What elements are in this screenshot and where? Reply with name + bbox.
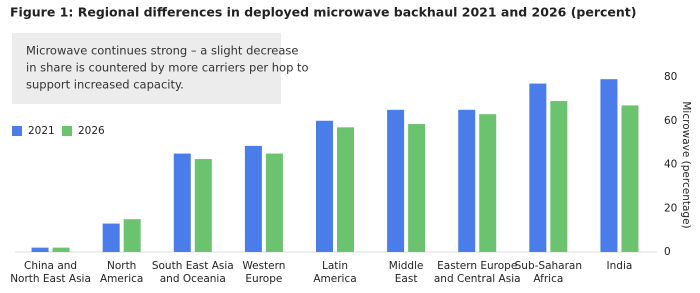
bar <box>173 153 191 252</box>
x-tick-label: India <box>607 260 633 272</box>
bar <box>265 153 283 252</box>
annotation-line: Microwave continues strong – a slight de… <box>26 44 298 58</box>
x-tick-label: North America <box>100 260 143 285</box>
bar <box>337 127 354 252</box>
bar <box>621 105 639 252</box>
bar <box>550 101 568 252</box>
bar <box>316 120 333 252</box>
annotation-box <box>12 33 281 104</box>
x-tick-label: Latin America <box>313 260 356 285</box>
y-tick-label: 80 <box>664 71 677 83</box>
legend-label: 2026 <box>78 125 105 137</box>
x-tick-label: Eastern Europe and Central Asia <box>434 260 521 285</box>
bar <box>194 159 212 252</box>
y-tick-label: 60 <box>664 115 677 127</box>
bar <box>31 247 49 252</box>
annotation-line: in share is countered by more carriers p… <box>26 61 309 75</box>
bar <box>479 114 497 252</box>
bar <box>408 124 426 252</box>
y-tick-label: 40 <box>664 159 677 171</box>
x-tick-label: South East Asia and Oceania <box>152 260 234 285</box>
bar <box>387 109 405 252</box>
legend-label: 2021 <box>28 125 55 137</box>
bar <box>600 79 618 252</box>
y-axis-label: Microwave (percentage) <box>680 101 692 228</box>
y-tick-label: 0 <box>664 246 671 258</box>
annotation-line: support increased capacity. <box>26 78 184 92</box>
bar <box>102 223 120 252</box>
chart-title: Figure 1: Regional differences in deploy… <box>10 5 636 20</box>
bar <box>244 145 262 252</box>
x-tick-label: Sub-Saharan Africa <box>515 260 582 285</box>
bar <box>529 83 547 252</box>
bar <box>458 109 476 252</box>
x-tick-label: Middle East <box>389 260 424 285</box>
x-tick-label: China and North East Asia <box>10 260 91 285</box>
legend-swatch <box>12 126 22 136</box>
legend-swatch <box>62 126 72 136</box>
bar <box>123 219 141 252</box>
x-tick-label: Western Europe <box>242 260 285 285</box>
bar <box>52 247 70 252</box>
y-tick-label: 20 <box>664 202 677 214</box>
